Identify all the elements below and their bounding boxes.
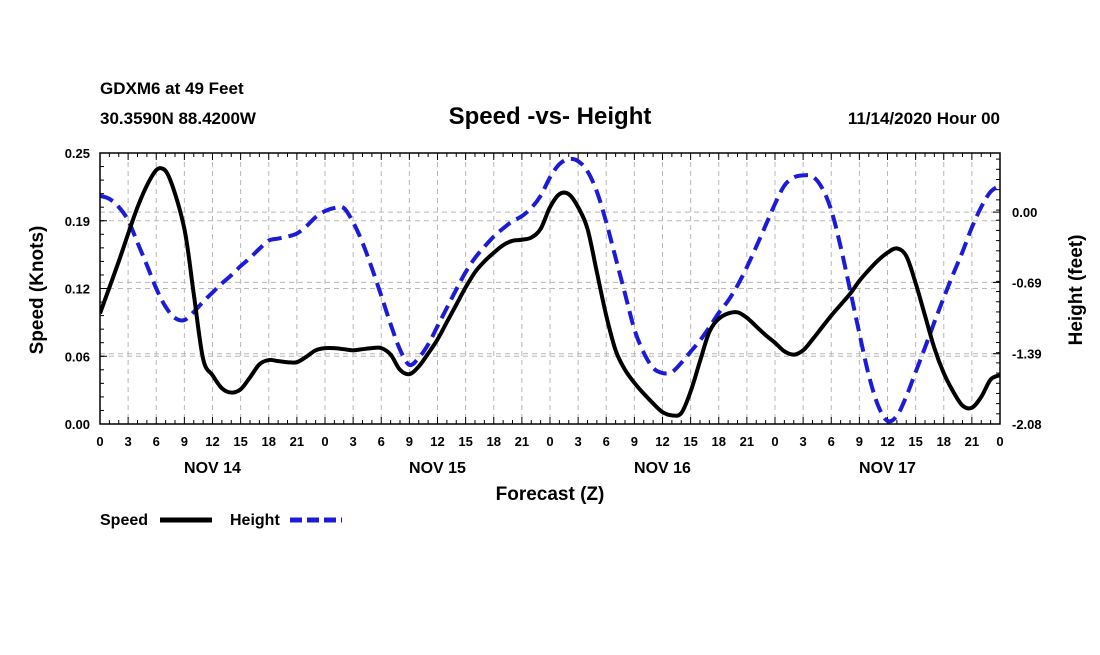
x-tick-label: 3 [350,434,357,449]
x-tick-labels: 0 3 6 9 12 15 18 21 0 3 6 9 12 15 18 21 0 3 6 9 12 15 18 21 0 3 6 9… [96,434,1003,449]
x-tick-label: 15 [908,434,922,449]
y-tick-label: 0.19 [65,214,90,229]
legend: Speed Height [100,512,342,529]
plot-frame [99,152,1001,425]
x-tick-label: 6 [603,434,610,449]
x-tick-label: 15 [683,434,697,449]
x-tick-label: 18 [262,434,276,449]
x-tick-label: 12 [880,434,894,449]
day-label: NOV 17 [859,460,916,477]
speed-series-line [100,166,1000,418]
y2-tick-label: 0.00 [1012,205,1037,220]
y-tick-label: 0.06 [65,349,90,364]
day-label: NOV 15 [409,460,466,477]
coords-label: 30.3590N 88.4200W [100,109,257,128]
y-tick-label: 0.00 [65,417,90,432]
x-tick-label: 9 [631,434,638,449]
series-layer [100,156,1000,424]
datetime-label: 11/14/2020 Hour 00 [848,109,1000,128]
x-tick-label: 3 [800,434,807,449]
y2-tick-label: -1.39 [1012,347,1042,362]
x-axis-label: Forecast (Z) [496,484,605,505]
y2-tick-label: -0.69 [1012,275,1042,290]
x-tick-label: 0 [771,434,778,449]
chart-title: Speed -vs- Height [449,103,652,130]
day-labels: NOV 14 NOV 15 NOV 16 NOV 17 [184,460,916,477]
x-tick-label: 9 [856,434,863,449]
x-tick-label: 15 [233,434,247,449]
x-tick-label: 3 [125,434,132,449]
station-label: GDXM6 at 49 Feet [100,79,244,98]
x-tick-label: 21 [515,434,529,449]
x-tick-label: 6 [153,434,160,449]
x-tick-label: 9 [181,434,188,449]
y-axis-label: Speed (Knots) [27,226,48,355]
x-tick-label: 21 [965,434,979,449]
grid-lines [100,153,1000,424]
x-tick-label: 0 [996,434,1003,449]
day-label: NOV 16 [634,460,691,477]
x-tick-label: 15 [458,434,472,449]
x-tick-label: 9 [406,434,413,449]
x-tick-label: 0 [321,434,328,449]
y2-tick-labels: 0.00 -0.69 -1.39 -2.08 [1012,205,1042,432]
y-tick-labels: 0.00 0.06 0.12 0.19 0.25 [65,146,90,432]
x-tick-label: 3 [575,434,582,449]
y-tick-label: 0.12 [65,282,90,297]
x-tick-label: 12 [205,434,219,449]
x-tick-label: 18 [487,434,501,449]
height-series-line [100,156,1000,424]
x-tick-label: 12 [430,434,444,449]
x-tick-label: 6 [828,434,835,449]
x-tick-label: 18 [937,434,951,449]
legend-height-label: Height [230,512,280,529]
x-tick-label: 18 [712,434,726,449]
x-tick-label: 6 [378,434,385,449]
x-tick-label: 21 [290,434,304,449]
x-tick-label: 0 [96,434,103,449]
y2-tick-label: -2.08 [1012,417,1042,432]
x-tick-label: 21 [740,434,754,449]
y-tick-label: 0.25 [65,146,90,161]
day-label: NOV 14 [184,460,241,477]
y2-axis-label: Height (feet) [1066,235,1087,346]
x-tick-label: 0 [546,434,553,449]
x-tick-label: 12 [655,434,669,449]
legend-speed-label: Speed [100,512,148,529]
